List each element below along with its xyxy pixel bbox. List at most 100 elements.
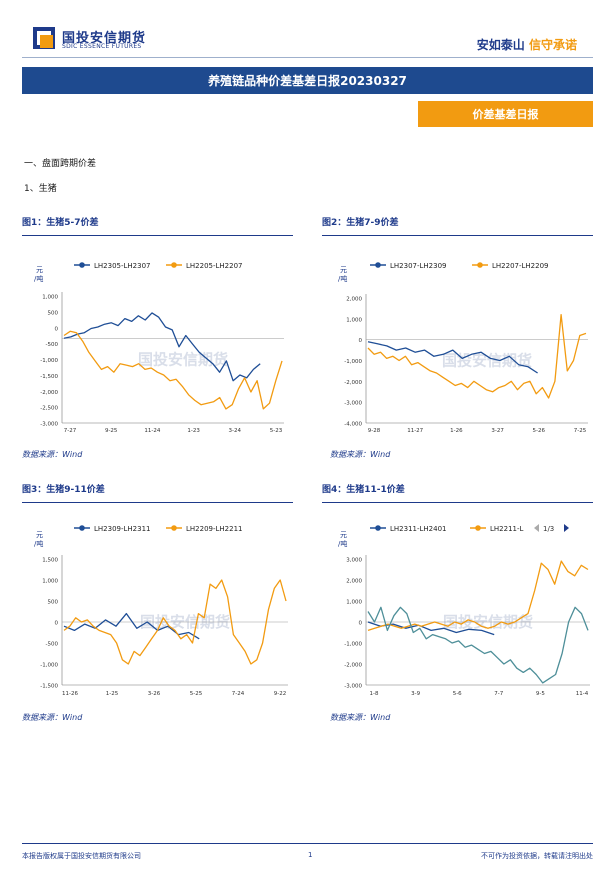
- x-tick-label: 9-5: [536, 691, 545, 697]
- y-tick-label: 1,000: [42, 579, 58, 585]
- page-number: 1: [308, 851, 313, 859]
- y-tick-label: 0: [55, 326, 59, 332]
- unit-label: /吨: [34, 274, 43, 283]
- pager-label: 1/3: [543, 525, 554, 533]
- report-tag-label: 价差基差日报: [472, 108, 539, 121]
- y-tick-label: 1,000: [42, 295, 58, 301]
- company-logo-icon: [33, 27, 55, 49]
- series-line: [367, 606, 589, 684]
- legend-label: LH2209-LH2211: [186, 525, 242, 533]
- legend-marker: [79, 262, 85, 268]
- y-tick-label: -2,500: [40, 406, 58, 412]
- legend-label: LH2205-LH2207: [186, 262, 242, 270]
- legend-label: LH2211-L: [490, 525, 524, 533]
- pager-prev-icon: [534, 524, 539, 532]
- unit-label: 元: [36, 266, 43, 274]
- x-tick-label: 5-23: [270, 428, 283, 434]
- y-tick-label: 2,000: [346, 579, 362, 585]
- chart-divider: [22, 502, 293, 503]
- x-tick-label: 5-26: [533, 428, 546, 434]
- legend-label: LH2307-LH2309: [390, 262, 446, 270]
- watermark-text: 国投安信期货: [442, 352, 532, 370]
- x-tick-label: 11-27: [407, 428, 423, 434]
- x-tick-label: 11-26: [62, 691, 78, 697]
- legend-label: LH2311-LH2401: [390, 525, 446, 533]
- legend-marker: [475, 525, 481, 531]
- y-tick-label: 2,000: [346, 297, 362, 303]
- y-tick-label: -3,000: [344, 401, 362, 407]
- x-tick-label: 3-9: [411, 691, 420, 697]
- y-tick-label: -1,500: [40, 374, 58, 380]
- x-tick-label: 3-24: [229, 428, 242, 434]
- chart-source: 数据来源：Wind: [330, 713, 391, 722]
- y-tick-label: -2,000: [344, 380, 362, 386]
- header-divider: [22, 57, 593, 58]
- y-tick-label: -1,000: [344, 359, 362, 365]
- series-line: [367, 560, 589, 632]
- y-tick-label: -500: [46, 342, 59, 348]
- y-tick-label: -3,000: [40, 422, 58, 428]
- x-tick-label: 5-6: [453, 691, 462, 697]
- x-tick-label: 1-8: [370, 691, 379, 697]
- unit-label: 元: [36, 531, 43, 539]
- series-line: [63, 330, 283, 410]
- legend-label: LH2305-LH2307: [94, 262, 150, 270]
- y-tick-label: -1,000: [344, 642, 362, 648]
- y-tick-label: -1,000: [40, 663, 58, 669]
- report-tag: 价差基差日报: [418, 101, 593, 127]
- legend-marker: [375, 525, 381, 531]
- chart-title: 图2：生猪7-9价差: [322, 218, 399, 228]
- x-tick-label: 1-26: [450, 428, 463, 434]
- y-tick-label: 500: [48, 310, 59, 316]
- chart-block-3: 图3：生猪9-11价差: [22, 482, 293, 503]
- y-tick-label: 0: [359, 338, 363, 344]
- y-tick-label: 3,000: [346, 558, 362, 564]
- company-name-cn: 国投安信期货: [62, 31, 147, 46]
- y-tick-label: 0: [359, 621, 363, 627]
- watermark-text: 国投安信期货: [138, 351, 228, 369]
- footer-copyright: 本报告版权属于国投安信期货有限公司: [22, 852, 141, 860]
- report-title: 养殖链品种价差基差日报20230327: [208, 74, 407, 88]
- series-line: [63, 312, 261, 382]
- y-tick-label: -1,500: [40, 684, 58, 690]
- x-tick-label: 11-4: [576, 691, 589, 697]
- y-tick-label: -2,000: [344, 663, 362, 669]
- chart-block-2: 图2：生猪7-9价差: [322, 215, 593, 236]
- unit-label: 元: [340, 266, 347, 274]
- x-tick-label: 1-23: [187, 428, 200, 434]
- section-heading: 一、盘面跨期价差: [24, 159, 97, 169]
- unit-label: 元: [340, 531, 347, 539]
- y-tick-label: -4,000: [344, 422, 362, 428]
- y-tick-label: -500: [46, 642, 59, 648]
- chart-source: 数据来源：Wind: [330, 450, 391, 459]
- chart-divider: [322, 502, 593, 503]
- chart-source: 数据来源：Wind: [22, 713, 83, 722]
- legend-marker: [79, 525, 85, 531]
- legend-marker: [375, 262, 381, 268]
- y-tick-label: 500: [48, 600, 59, 606]
- pager-next-icon: [564, 524, 569, 532]
- chart-divider: [22, 235, 293, 236]
- x-tick-label: 3-27: [491, 428, 504, 434]
- series-line: [63, 579, 287, 665]
- legend-marker: [171, 525, 177, 531]
- y-tick-label: 1,500: [42, 558, 58, 564]
- x-tick-label: 7-7: [494, 691, 503, 697]
- slogan-part-a: 安如泰山: [476, 38, 525, 52]
- x-tick-label: 9-22: [274, 691, 286, 697]
- x-tick-label: 11-24: [144, 428, 160, 434]
- chart-4: 元/吨国投安信期货3,0002,0001,0000-1,000-2,000-3,…: [338, 524, 590, 697]
- x-tick-label: 5-25: [190, 691, 203, 697]
- legend-marker: [171, 262, 177, 268]
- y-tick-label: -1,000: [40, 358, 58, 364]
- chart-block-1: 图1：生猪5-7价差: [22, 215, 293, 236]
- unit-label: /吨: [34, 539, 43, 548]
- series-line: [367, 314, 587, 399]
- company-name-en: SDIC ESSENCE FUTURES: [62, 43, 142, 50]
- x-tick-label: 3-26: [148, 691, 161, 697]
- footer-divider: [22, 843, 593, 844]
- chart-title: 图4：生猪11-1价差: [322, 485, 405, 495]
- x-tick-label: 7-25: [574, 428, 587, 434]
